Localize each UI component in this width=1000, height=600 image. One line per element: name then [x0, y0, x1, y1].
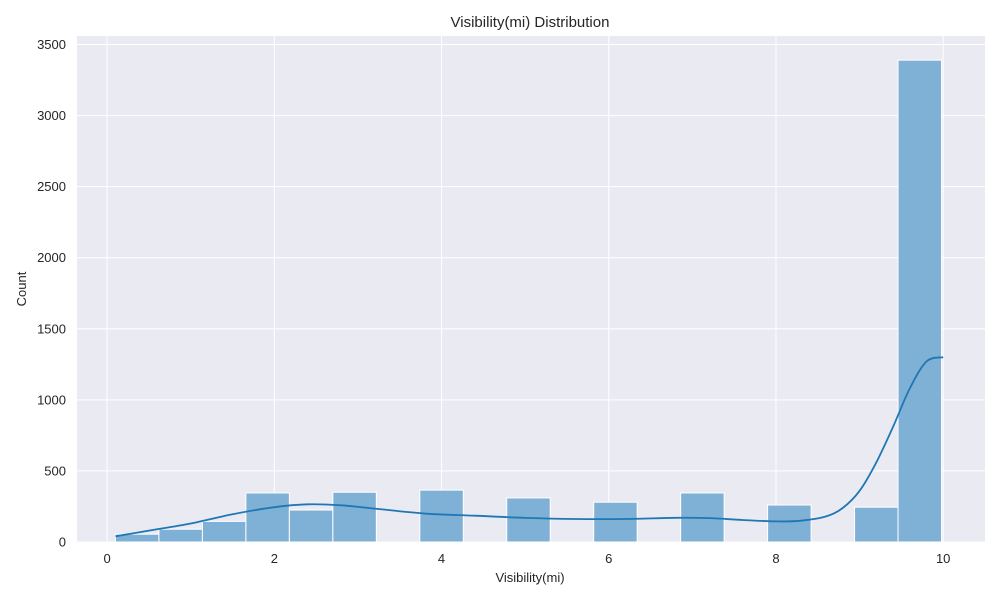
histogram-bar: [332, 491, 377, 543]
kde-line: [115, 356, 944, 538]
y-tick-label: 3000: [37, 108, 66, 123]
plot-background: [77, 36, 985, 542]
x-tick-label: 4: [438, 551, 445, 566]
histogram-bar: [419, 489, 464, 543]
chart-title: Visibility(mi) Distribution: [451, 14, 610, 31]
histogram-bar: [854, 506, 899, 543]
y-tick-label: 1000: [37, 392, 66, 407]
x-tick-label: 10: [936, 551, 950, 566]
histogram-bar: [245, 492, 290, 543]
grid-lines: [77, 36, 985, 543]
y-axis-label: Count: [14, 271, 29, 306]
y-tick-label: 3500: [37, 37, 66, 52]
y-tick-label: 1500: [37, 321, 66, 336]
y-tick-label: 500: [44, 463, 66, 478]
histogram-bar: [201, 520, 247, 543]
histogram-bar: [897, 59, 943, 543]
y-tick-label: 2000: [37, 250, 66, 265]
y-tick-label: 2500: [37, 179, 66, 194]
histogram-bar: [288, 509, 334, 543]
histogram-bar: [767, 504, 812, 543]
histogram-bar: [158, 528, 203, 543]
x-tick-label: 0: [103, 551, 110, 566]
x-tick-labels: 0 2 4 6 8 10: [103, 551, 950, 566]
x-tick-label: 8: [772, 551, 779, 566]
y-tick-label: 0: [59, 535, 66, 550]
x-tick-label: 6: [605, 551, 612, 566]
histogram-bar: [593, 501, 638, 543]
histogram-bar: [506, 497, 551, 543]
y-tick-labels: 0 500 1000 1500 2000 2500 3000 3500: [37, 37, 66, 549]
histogram-bars: [114, 59, 943, 543]
x-axis-label: Visibility(mi): [495, 570, 564, 585]
x-tick-label: 2: [271, 551, 278, 566]
